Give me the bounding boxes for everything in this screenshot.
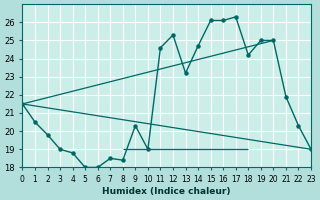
X-axis label: Humidex (Indice chaleur): Humidex (Indice chaleur) xyxy=(102,187,231,196)
